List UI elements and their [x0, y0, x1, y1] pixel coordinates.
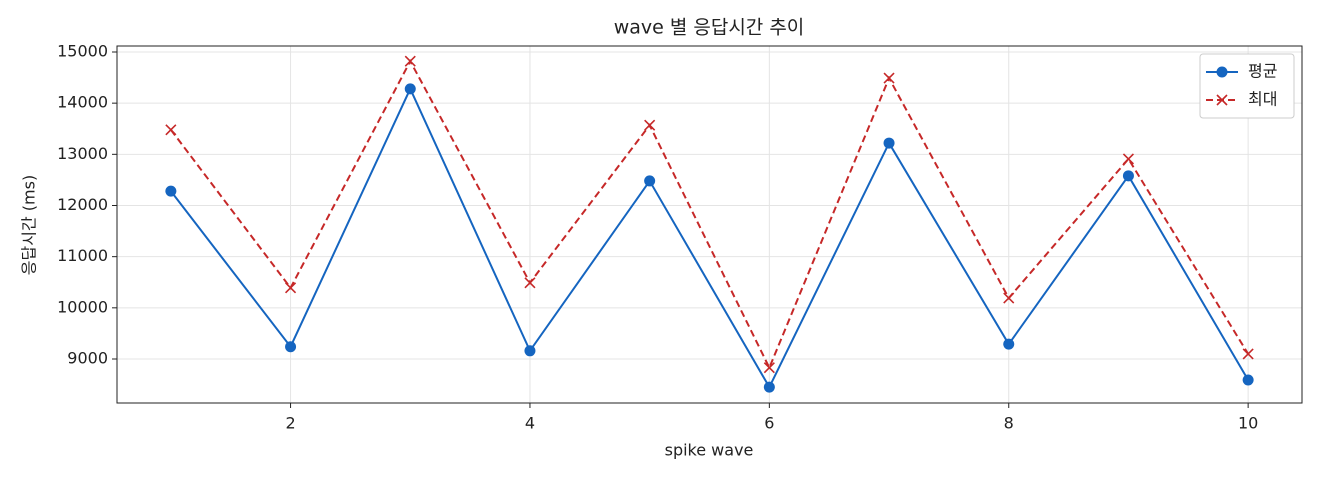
marker: [285, 341, 297, 353]
marker-x: [1003, 292, 1015, 304]
marker: [404, 83, 416, 95]
legend-label: 평균: [1248, 62, 1277, 81]
marker: [763, 362, 775, 374]
x-tick-label: 2: [285, 414, 295, 433]
y-tick-label: 10000: [57, 297, 108, 316]
marker: [404, 55, 416, 67]
marker-x: [404, 55, 416, 67]
marker: [1003, 338, 1015, 350]
marker-x: [883, 72, 895, 84]
y-tick-label: 14000: [57, 93, 108, 112]
x-tick-label: 8: [1004, 414, 1014, 433]
marker: [524, 277, 536, 289]
legend-label: 최대: [1248, 90, 1277, 109]
marker: [883, 72, 895, 84]
y-tick-label: 11000: [57, 246, 108, 265]
series-line: [170, 59, 1249, 371]
marker-x: [644, 119, 656, 131]
marker-x: [284, 282, 297, 294]
marker: [1003, 292, 1015, 304]
marker-x: [1242, 348, 1254, 360]
x-axis-label: spike wave: [665, 441, 754, 460]
marker-x: [763, 362, 775, 374]
marker: [644, 119, 656, 131]
marker: [883, 137, 895, 149]
x-tick-label: 10: [1238, 414, 1258, 433]
marker: [1242, 374, 1254, 386]
plot-frame: [116, 45, 1303, 404]
marker: [763, 381, 775, 393]
y-axis-label: 응답시간 (ms): [20, 175, 39, 275]
y-tick-label: 9000: [67, 348, 108, 367]
x-tick-label: 4: [525, 414, 535, 433]
marker: [1122, 170, 1134, 182]
marker: [524, 345, 536, 357]
y-tick-label: 13000: [57, 144, 108, 163]
marker: [165, 124, 177, 136]
marker-x: [165, 124, 177, 136]
marker: [644, 175, 656, 187]
y-tick-label: 12000: [57, 195, 108, 214]
legend-box: [1199, 53, 1295, 119]
x-tick-label: 6: [764, 414, 774, 433]
marker: [1122, 153, 1135, 165]
series-line: [170, 86, 1250, 390]
y-tick-label: 15000: [57, 41, 108, 60]
marker: [1216, 94, 1228, 106]
marker-x: [1122, 153, 1135, 165]
marker: [1216, 66, 1228, 78]
marker: [284, 282, 297, 294]
marker-x: [1216, 94, 1228, 106]
marker: [165, 185, 177, 197]
marker-x: [524, 277, 536, 289]
marker: [1242, 348, 1254, 360]
chart-title: wave 별 응답시간 추이: [614, 17, 805, 39]
